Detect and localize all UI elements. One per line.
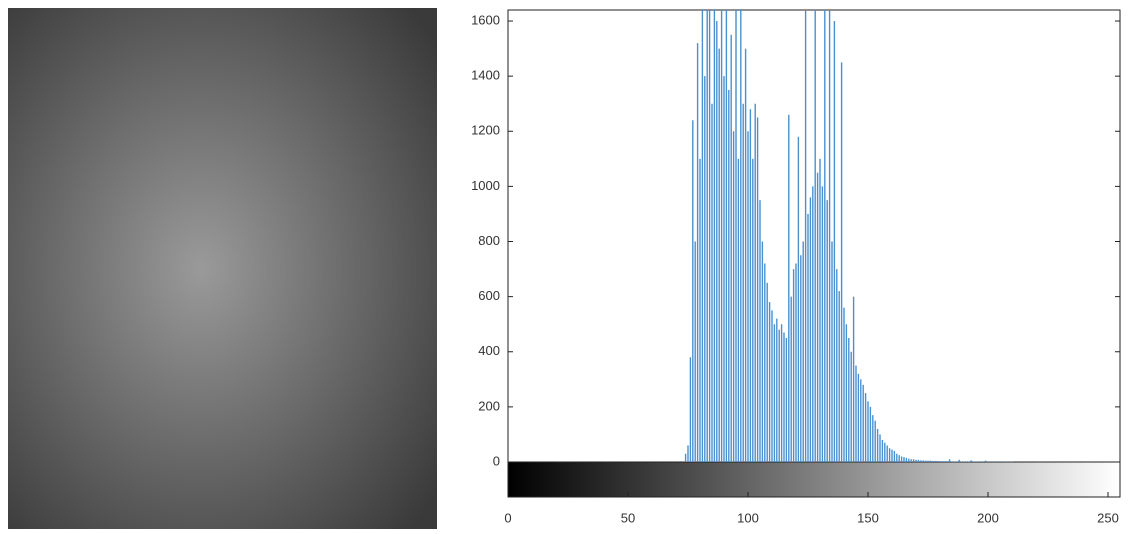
- axes-box: [507, 9, 1121, 498]
- colorbar: [507, 461, 1121, 498]
- x-tick-label: 50: [621, 510, 635, 525]
- x-tick-label: 200: [977, 510, 999, 525]
- y-tick-label: 800: [478, 233, 500, 248]
- x-tick-label: 100: [737, 510, 759, 525]
- x-tick-label: 250: [1097, 510, 1119, 525]
- y-tick-label: 600: [478, 288, 500, 303]
- y-tick-label: 1400: [471, 68, 500, 83]
- y-tick-label: 1000: [471, 178, 500, 193]
- photo: [8, 8, 437, 529]
- y-tick-label: 400: [478, 343, 500, 358]
- y-tick-label: 1200: [471, 123, 500, 138]
- y-tick-label: 1600: [471, 12, 500, 27]
- x-tick-label: 0: [504, 510, 511, 525]
- x-tick-label: 150: [857, 510, 879, 525]
- y-tick-label: 200: [478, 398, 500, 413]
- y-tick-label: 0: [493, 453, 500, 468]
